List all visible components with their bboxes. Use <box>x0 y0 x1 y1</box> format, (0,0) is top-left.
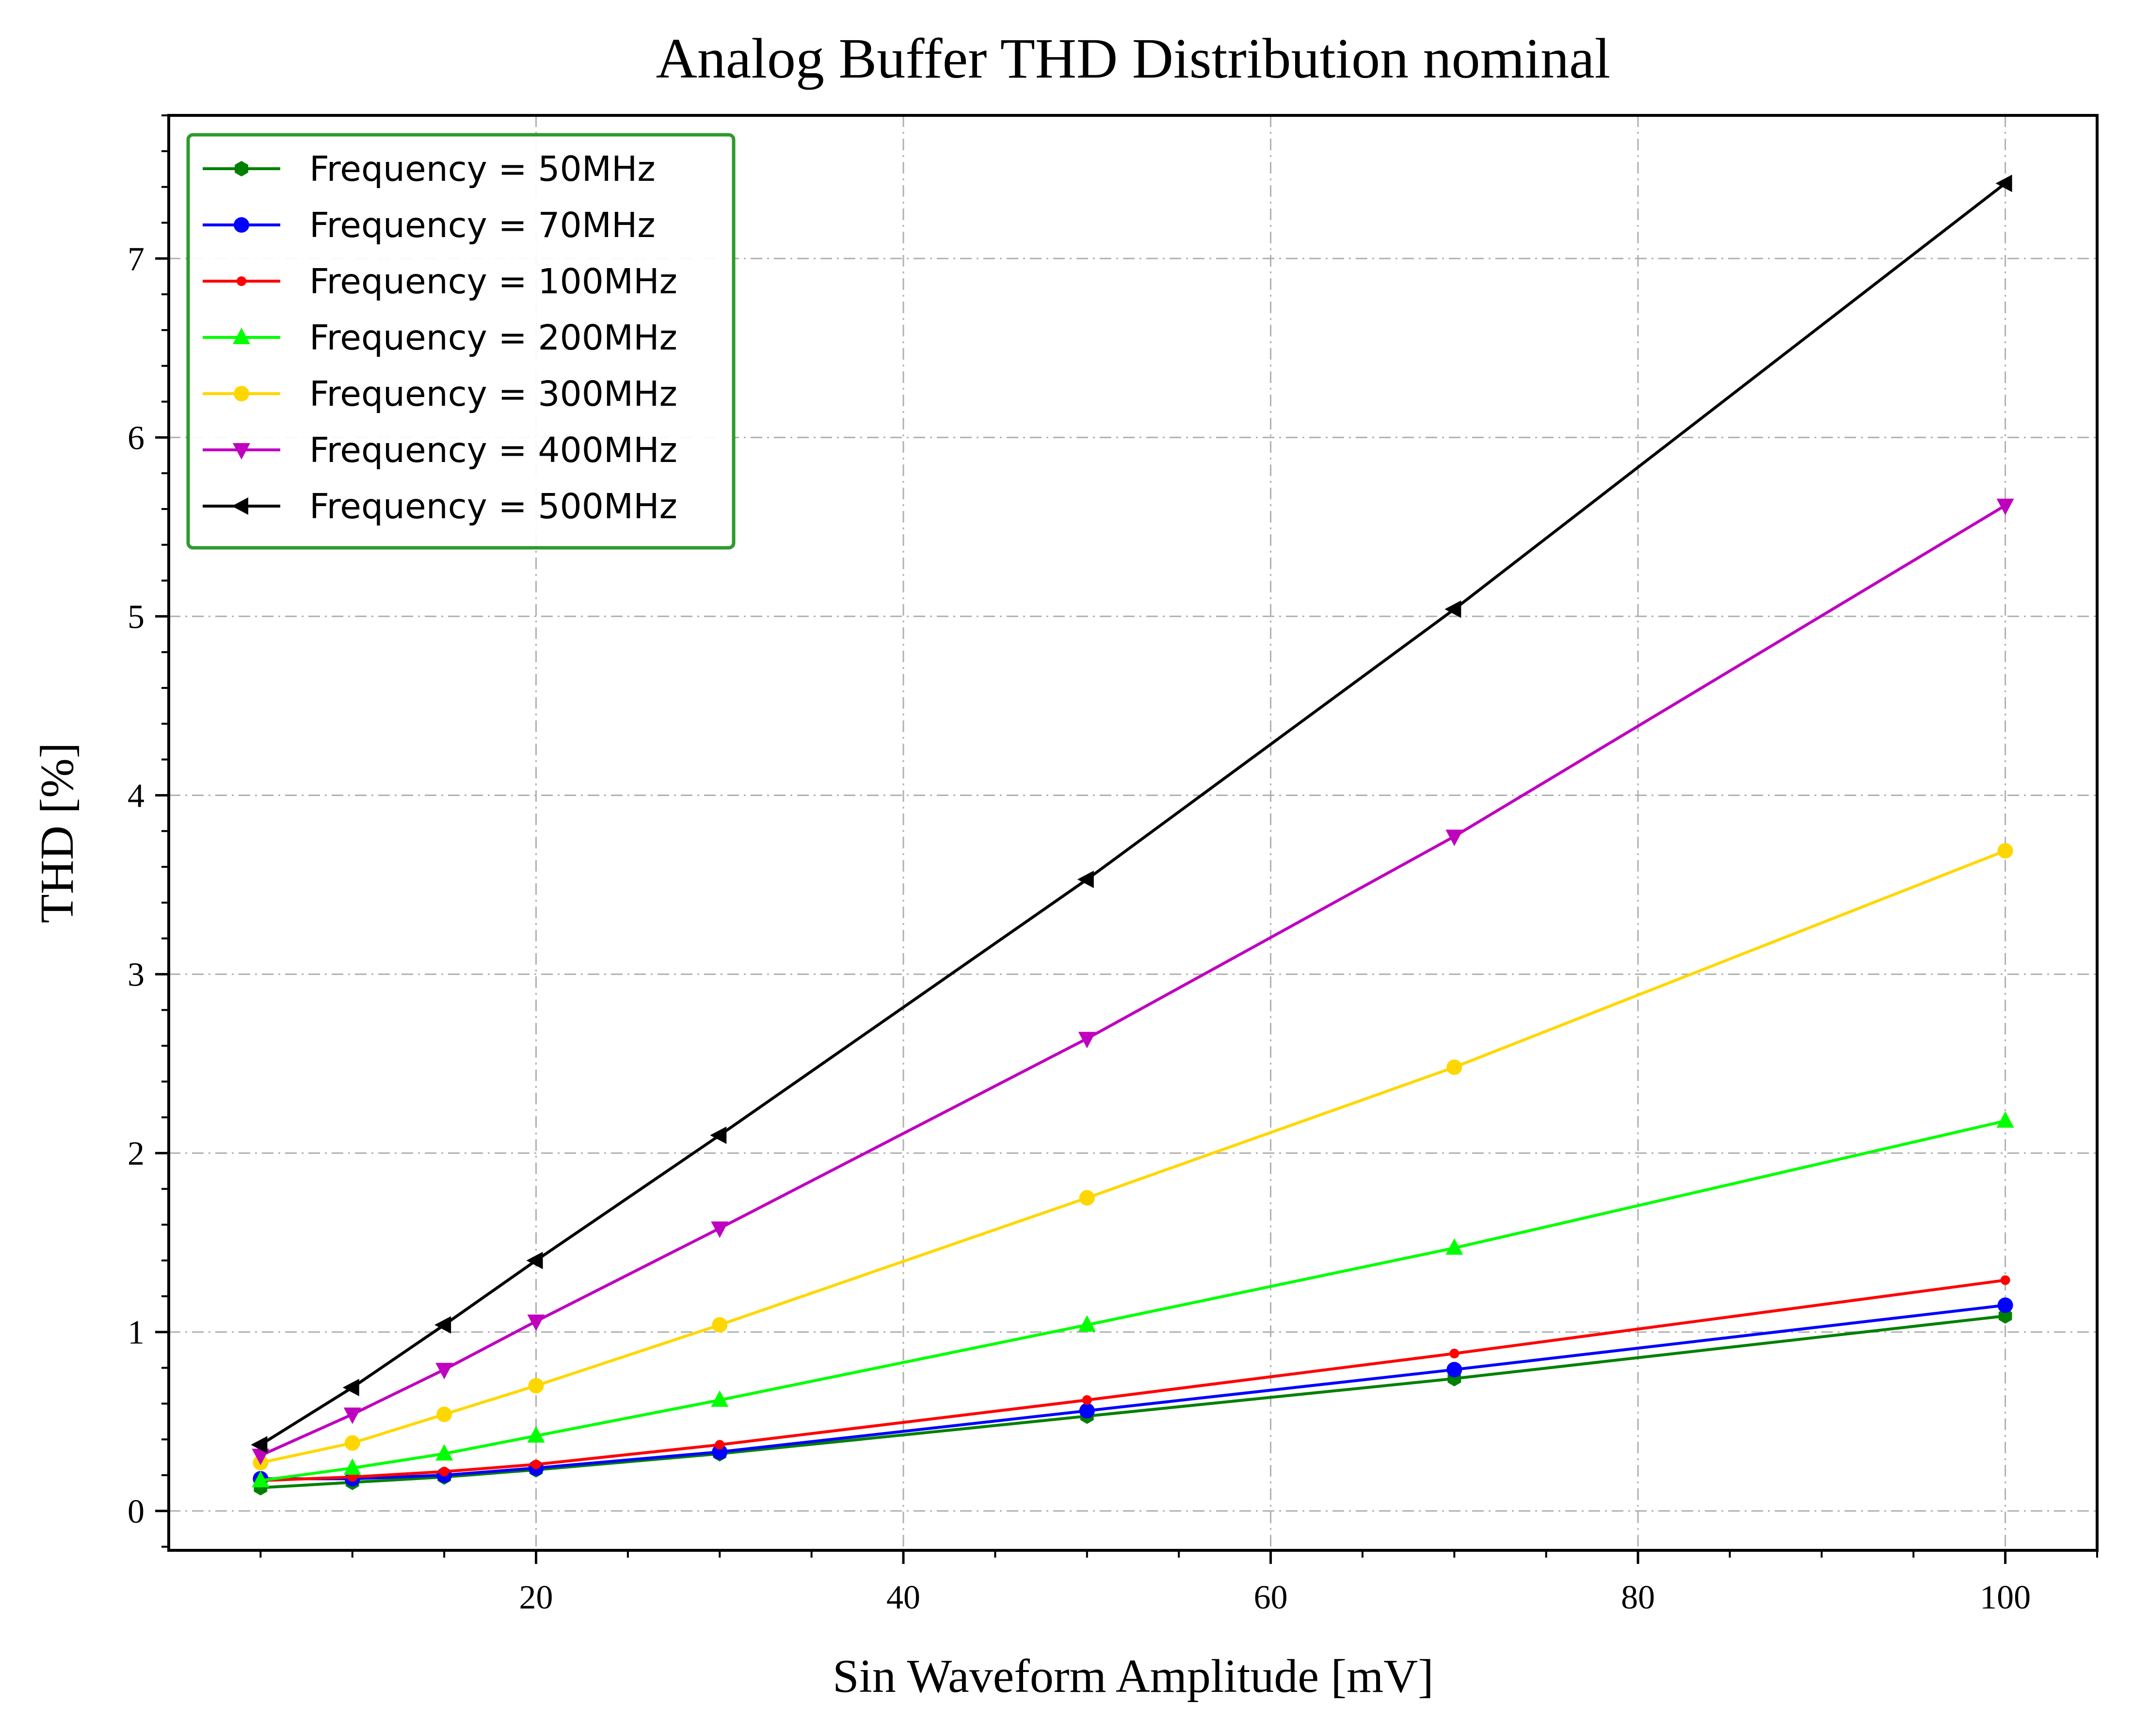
data-point <box>343 1407 361 1424</box>
x-tick-label: 40 <box>886 1579 920 1616</box>
y-tick-label: 2 <box>128 1135 144 1173</box>
legend-marker <box>234 217 249 233</box>
x-tick-label: 20 <box>519 1579 553 1616</box>
legend-marker <box>237 276 246 286</box>
y-tick-label: 7 <box>128 240 144 278</box>
legend: Frequency = 50MHz Frequency = 70MHz Freque… <box>186 133 736 550</box>
data-point <box>1082 1395 1092 1405</box>
y-tick-label: 4 <box>128 777 144 814</box>
data-point <box>527 1426 545 1443</box>
data-point <box>2000 1275 2010 1285</box>
series-line <box>260 1119 2006 1482</box>
data-point <box>343 1458 361 1475</box>
data-point <box>1449 1349 1459 1359</box>
series-layer <box>251 175 2014 1496</box>
data-point <box>527 1314 545 1331</box>
data-point <box>1996 1111 2014 1128</box>
chart-title: Analog Buffer THD Distribution nominal <box>656 27 1611 90</box>
series-5 <box>252 498 2014 1465</box>
legend-label: Frequency = 500MHz <box>309 486 677 526</box>
legend-label: Frequency = 70MHz <box>309 205 656 245</box>
legend-box <box>186 133 736 550</box>
series-line <box>260 504 2006 1457</box>
data-point <box>1445 829 1463 846</box>
data-point <box>712 1444 728 1460</box>
legend-entry: Frequency = 400MHz <box>203 430 677 470</box>
y-tick-label: 0 <box>128 1493 144 1530</box>
x-tick-label: 60 <box>1254 1579 1288 1616</box>
data-point <box>435 1444 453 1461</box>
data-point <box>1445 1238 1463 1255</box>
data-point <box>712 1317 728 1333</box>
y-tick-label: 5 <box>128 598 144 636</box>
x-axis-label: Sin Waveform Amplitude [mV] <box>833 1650 1434 1703</box>
legend-label: Frequency = 100MHz <box>309 261 677 302</box>
data-point <box>1079 1403 1095 1419</box>
data-point <box>1078 1032 1096 1049</box>
data-point <box>439 1466 449 1477</box>
legend-entry: Frequency = 70MHz <box>203 205 656 245</box>
plot-frame <box>167 114 2099 1552</box>
data-point <box>1444 600 1461 618</box>
legend-marker <box>233 443 250 460</box>
series-line <box>260 849 2006 1465</box>
legend-marker <box>233 328 250 344</box>
data-point <box>1078 1315 1096 1332</box>
y-tick-label: 3 <box>128 956 144 994</box>
data-point <box>1997 843 2013 859</box>
data-point <box>711 1390 729 1407</box>
series-6 <box>251 175 2012 1454</box>
legend-label: Frequency = 300MHz <box>309 374 677 414</box>
data-point <box>1995 175 2012 192</box>
series-line <box>260 1314 2005 1489</box>
x-tick-label: 80 <box>1621 1579 1655 1616</box>
series-line <box>259 182 2006 1446</box>
data-point <box>436 1406 452 1422</box>
data-point <box>251 1436 268 1454</box>
legend-entry: Frequency = 300MHz <box>203 374 677 414</box>
data-point <box>526 1252 543 1270</box>
data-point <box>531 1459 541 1469</box>
y-tick-label: 6 <box>128 419 144 457</box>
data-point <box>435 1363 453 1380</box>
series-line <box>260 1278 2005 1482</box>
legend-entry: Frequency = 500MHz <box>203 486 677 526</box>
y-axis-label: THD [%] <box>31 743 83 924</box>
series-3 <box>252 1111 2014 1488</box>
series-line <box>260 1304 2005 1481</box>
legend-marker <box>234 386 249 401</box>
data-point <box>1077 870 1094 888</box>
x-tick-label: 100 <box>1980 1579 2031 1616</box>
axis-ticks: 20 40 60 80 100 0 1 2 3 4 5 6 7 <box>128 114 2098 1616</box>
legend-marker <box>235 161 248 176</box>
data-point <box>434 1316 451 1334</box>
legend-label: Frequency = 400MHz <box>309 430 677 470</box>
legend-marker <box>232 497 248 515</box>
legend-entry: Frequency = 50MHz <box>203 149 656 189</box>
y-tick-label: 1 <box>128 1314 144 1352</box>
data-point <box>528 1378 544 1394</box>
data-point <box>344 1435 360 1451</box>
data-point <box>1997 1297 2013 1313</box>
data-point <box>1446 1362 1462 1378</box>
data-point <box>252 1449 270 1465</box>
data-point <box>252 1471 270 1488</box>
data-point <box>342 1379 359 1397</box>
data-point <box>715 1440 725 1450</box>
legend-label: Frequency = 50MHz <box>309 149 656 189</box>
legend-label: Frequency = 200MHz <box>309 318 677 358</box>
data-point <box>1446 1059 1462 1075</box>
data-point <box>1079 1190 1095 1206</box>
data-point <box>710 1126 727 1144</box>
series-2 <box>256 1275 2010 1486</box>
legend-entry: Frequency = 100MHz <box>203 261 677 302</box>
data-point <box>1996 498 2014 515</box>
legend-entry: Frequency = 200MHz <box>203 318 677 358</box>
data-point <box>711 1221 729 1238</box>
